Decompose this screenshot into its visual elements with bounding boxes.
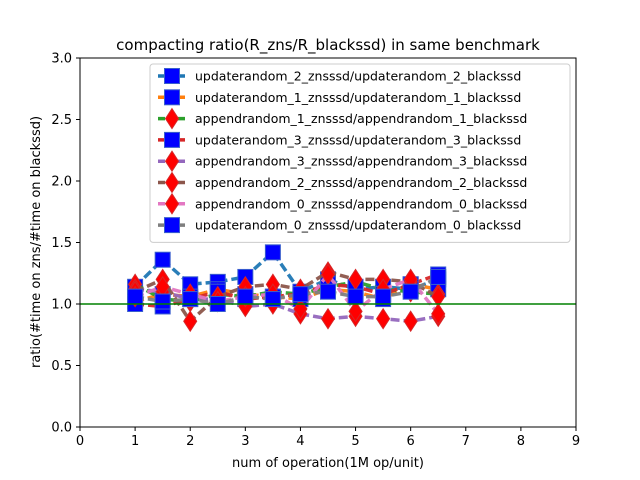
- legend-label: appendrandom_0_znsssd/appendrandom_0_bla…: [195, 196, 527, 211]
- series-layer: [127, 244, 447, 333]
- axes-layer: 0 1 2 3 4 5 6 7 8 9 0.0 0.5 1.0 1.5 2.0 2.5 3.0: [51, 52, 580, 450]
- data-point: [347, 288, 364, 305]
- legend-entry: appendrandom_2_znsssd/appendrandom_2_bla…: [158, 171, 527, 194]
- data-point: [375, 288, 392, 305]
- x-tick-label: 4: [296, 434, 304, 449]
- x-tick-label: 6: [407, 434, 415, 449]
- legend-marker: [164, 171, 180, 194]
- x-tick-label: 5: [351, 434, 359, 449]
- legend-entry: updaterandom_0_znsssd/updaterandom_0_bla…: [158, 217, 521, 234]
- x-axis-label: num of operation(1M op/unit): [232, 456, 424, 471]
- x-tick-label: 3: [241, 434, 249, 449]
- y-tick-label: 2.5: [51, 113, 72, 128]
- data-point: [154, 251, 171, 268]
- x-tick-label: 8: [517, 434, 525, 449]
- legend-label: updaterandom_1_znsssd/updaterandom_1_bla…: [195, 90, 521, 105]
- legend: updaterandom_2_znsssd/updaterandom_2_bla…: [149, 63, 571, 243]
- data-point: [320, 307, 336, 330]
- data-point: [264, 244, 281, 261]
- data-point: [237, 288, 254, 305]
- legend-label: appendrandom_2_znsssd/appendrandom_2_bla…: [195, 175, 527, 190]
- legend-marker: [164, 107, 180, 130]
- legend-label: appendrandom_1_znsssd/appendrandom_1_bla…: [195, 111, 527, 126]
- legend-label: updaterandom_0_znsssd/updaterandom_0_bla…: [195, 218, 521, 233]
- data-point: [348, 300, 363, 323]
- x-tick-label: 9: [572, 434, 580, 449]
- data-point: [182, 291, 199, 308]
- y-tick-label: 1.0: [51, 298, 72, 313]
- legend-marker: [164, 217, 180, 234]
- legend-marker: [164, 192, 180, 215]
- legend-marker: [164, 131, 180, 148]
- data-point: [431, 302, 446, 325]
- y-tick-label: 3.0: [51, 52, 72, 67]
- legend-entry: appendrandom_0_znsssd/appendrandom_0_bla…: [158, 192, 527, 215]
- data-point: [376, 307, 391, 330]
- data-point: [183, 310, 198, 333]
- y-tick-label: 0.0: [51, 421, 72, 436]
- data-point: [403, 310, 418, 333]
- y-tick-label: 0.5: [51, 359, 72, 374]
- y-tick-label: 2.0: [51, 175, 72, 190]
- x-tick-label: 2: [186, 434, 194, 449]
- legend-entry: updaterandom_2_znsssd/updaterandom_2_bla…: [158, 68, 521, 84]
- data-point: [154, 293, 171, 310]
- chart-title: compacting ratio(R_zns/R_blackssd) in sa…: [116, 36, 540, 55]
- legend-entry: updaterandom_3_znsssd/updaterandom_3_bla…: [158, 131, 521, 148]
- legend-box: [149, 63, 571, 243]
- legend-entry: appendrandom_3_znsssd/appendrandom_3_bla…: [158, 150, 527, 173]
- data-point: [320, 283, 336, 300]
- legend-label: updaterandom_3_znsssd/updaterandom_3_bla…: [195, 132, 521, 147]
- legend-marker: [164, 150, 180, 173]
- y-tick-label: 1.5: [51, 236, 72, 251]
- data-point: [430, 268, 447, 285]
- series-7: [127, 268, 447, 312]
- data-point: [402, 283, 419, 300]
- x-tick-label: 0: [76, 434, 84, 449]
- legend-label: updaterandom_2_znsssd/updaterandom_2_bla…: [195, 69, 521, 84]
- data-point: [292, 286, 309, 303]
- data-point: [127, 288, 144, 305]
- x-tick-label: 1: [131, 434, 139, 449]
- data-point: [264, 291, 281, 308]
- legend-marker: [164, 68, 180, 84]
- legend-entry: updaterandom_1_znsssd/updaterandom_1_bla…: [158, 89, 521, 106]
- y-axis-label: ratio(#time on zns/#time on blackssd): [29, 116, 44, 368]
- series-line: [134, 270, 440, 323]
- x-tick-label: 7: [462, 434, 470, 449]
- legend-label: appendrandom_3_znsssd/appendrandom_3_bla…: [195, 154, 527, 169]
- legend-entry: appendrandom_1_znsssd/appendrandom_1_bla…: [158, 107, 527, 130]
- legend-marker: [164, 89, 180, 106]
